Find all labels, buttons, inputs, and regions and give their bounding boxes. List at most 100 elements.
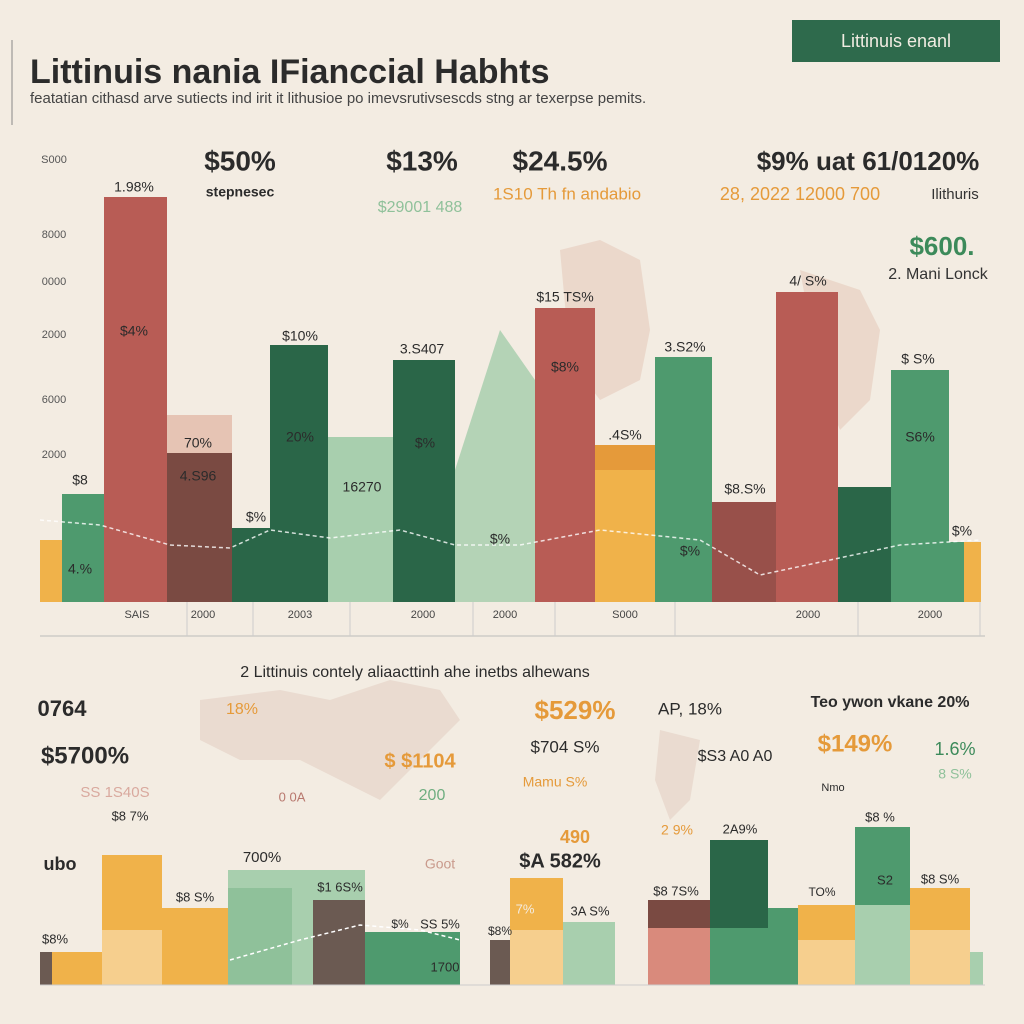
label: 18% <box>226 701 258 718</box>
label: $24.5% <box>513 145 608 176</box>
label: 2000 <box>918 609 942 621</box>
badge-box <box>792 20 1000 62</box>
badge-text: Littinuis enanl <box>841 31 951 51</box>
label: SAIS <box>124 609 149 621</box>
label: 700% <box>243 849 281 866</box>
bar <box>62 494 104 602</box>
bar <box>167 453 232 602</box>
bars <box>40 197 983 985</box>
bar <box>891 370 949 602</box>
label: $% <box>415 435 435 451</box>
label: 3A S% <box>570 903 609 918</box>
label: 2000 <box>191 609 215 621</box>
bar <box>910 930 970 985</box>
label: 490 <box>560 827 590 847</box>
label: SS 5% <box>420 916 460 931</box>
title: Littinuis nania IFianccial Habhts <box>30 53 550 91</box>
label: 8 S% <box>938 766 971 782</box>
label: $8 % <box>865 809 895 824</box>
label: 20% <box>286 429 314 445</box>
label: $% <box>680 543 700 559</box>
bar <box>328 437 393 602</box>
label: S6% <box>905 429 935 445</box>
bar <box>162 908 228 985</box>
label: $% <box>490 531 510 547</box>
bar <box>710 928 768 985</box>
label: 70% <box>184 435 212 451</box>
label: $8 S% <box>176 889 215 904</box>
label: 3.S407 <box>400 341 445 357</box>
map-mountain <box>455 330 535 602</box>
label: 2 9% <box>661 822 693 838</box>
label: 1.98% <box>114 179 154 195</box>
bar <box>102 930 162 985</box>
label: $ S% <box>901 351 934 367</box>
label: 1.6% <box>934 739 975 759</box>
label: $5700% <box>41 742 129 769</box>
label: S000 <box>41 154 67 166</box>
label: $1 6S% <box>317 879 363 894</box>
subtitle: featatian cithasd arve sutiects ind irit… <box>30 90 646 107</box>
label: $149% <box>818 730 893 757</box>
label: $8% <box>551 359 579 375</box>
label: 2003 <box>288 609 312 621</box>
label: $529% <box>535 695 616 725</box>
bar <box>40 540 62 602</box>
bar <box>104 197 167 602</box>
label: $704 S% <box>531 737 600 756</box>
bar <box>535 308 595 602</box>
bar <box>510 930 563 985</box>
label: $S3 A0 A0 <box>698 748 773 765</box>
label: 3.S2% <box>664 339 705 355</box>
bar <box>855 905 910 985</box>
label: AP, 18% <box>658 699 722 718</box>
bar <box>52 952 102 985</box>
label: S2 <box>877 872 893 887</box>
label: $% <box>391 917 409 931</box>
label: 6000 <box>42 394 66 406</box>
label: S000 <box>612 609 638 621</box>
label: $A 582% <box>519 850 601 872</box>
label: $9% uat 61/0120% <box>757 146 980 176</box>
label: $8 S% <box>921 871 960 886</box>
label: 4.% <box>68 561 92 577</box>
bar <box>232 528 270 602</box>
label: $13% <box>386 145 458 176</box>
bar <box>228 888 292 985</box>
label: Mamu S% <box>523 774 588 790</box>
map-shapes <box>200 240 880 820</box>
label: $% <box>952 523 972 539</box>
label: 8000 <box>42 229 66 241</box>
label: 2000 <box>42 329 66 341</box>
bar <box>838 487 893 602</box>
bar <box>313 900 365 985</box>
bar <box>595 445 655 470</box>
bar <box>393 360 455 602</box>
label: 16270 <box>343 479 382 495</box>
bar <box>40 952 52 985</box>
label: 1S10 Th fn andabio <box>493 184 641 203</box>
label: 2000 <box>796 609 820 621</box>
label: 1700 <box>431 959 460 974</box>
label: SS 1S40S <box>80 784 149 801</box>
label: $600. <box>909 231 974 261</box>
bar <box>798 940 855 985</box>
label: $8 7% <box>112 808 149 823</box>
label: 28, 2022 12000 700 <box>720 184 880 204</box>
label: ubo <box>44 854 77 874</box>
label: $15 TS% <box>536 289 593 305</box>
label: 4.S96 <box>180 468 217 484</box>
label: 0 0A <box>279 789 306 804</box>
label: 2A9% <box>723 821 758 836</box>
label: 2000 <box>42 449 66 461</box>
label: .4S% <box>608 427 641 443</box>
bar <box>655 357 712 602</box>
label: Goot <box>425 856 455 872</box>
label: Ilithuris <box>931 186 979 203</box>
map-shape <box>655 730 700 820</box>
label: 2 Littinuis contely aliaacttinh ahe inet… <box>240 664 590 681</box>
label: 200 <box>419 787 446 804</box>
label: $8% <box>42 931 68 946</box>
label: TO% <box>808 885 835 899</box>
